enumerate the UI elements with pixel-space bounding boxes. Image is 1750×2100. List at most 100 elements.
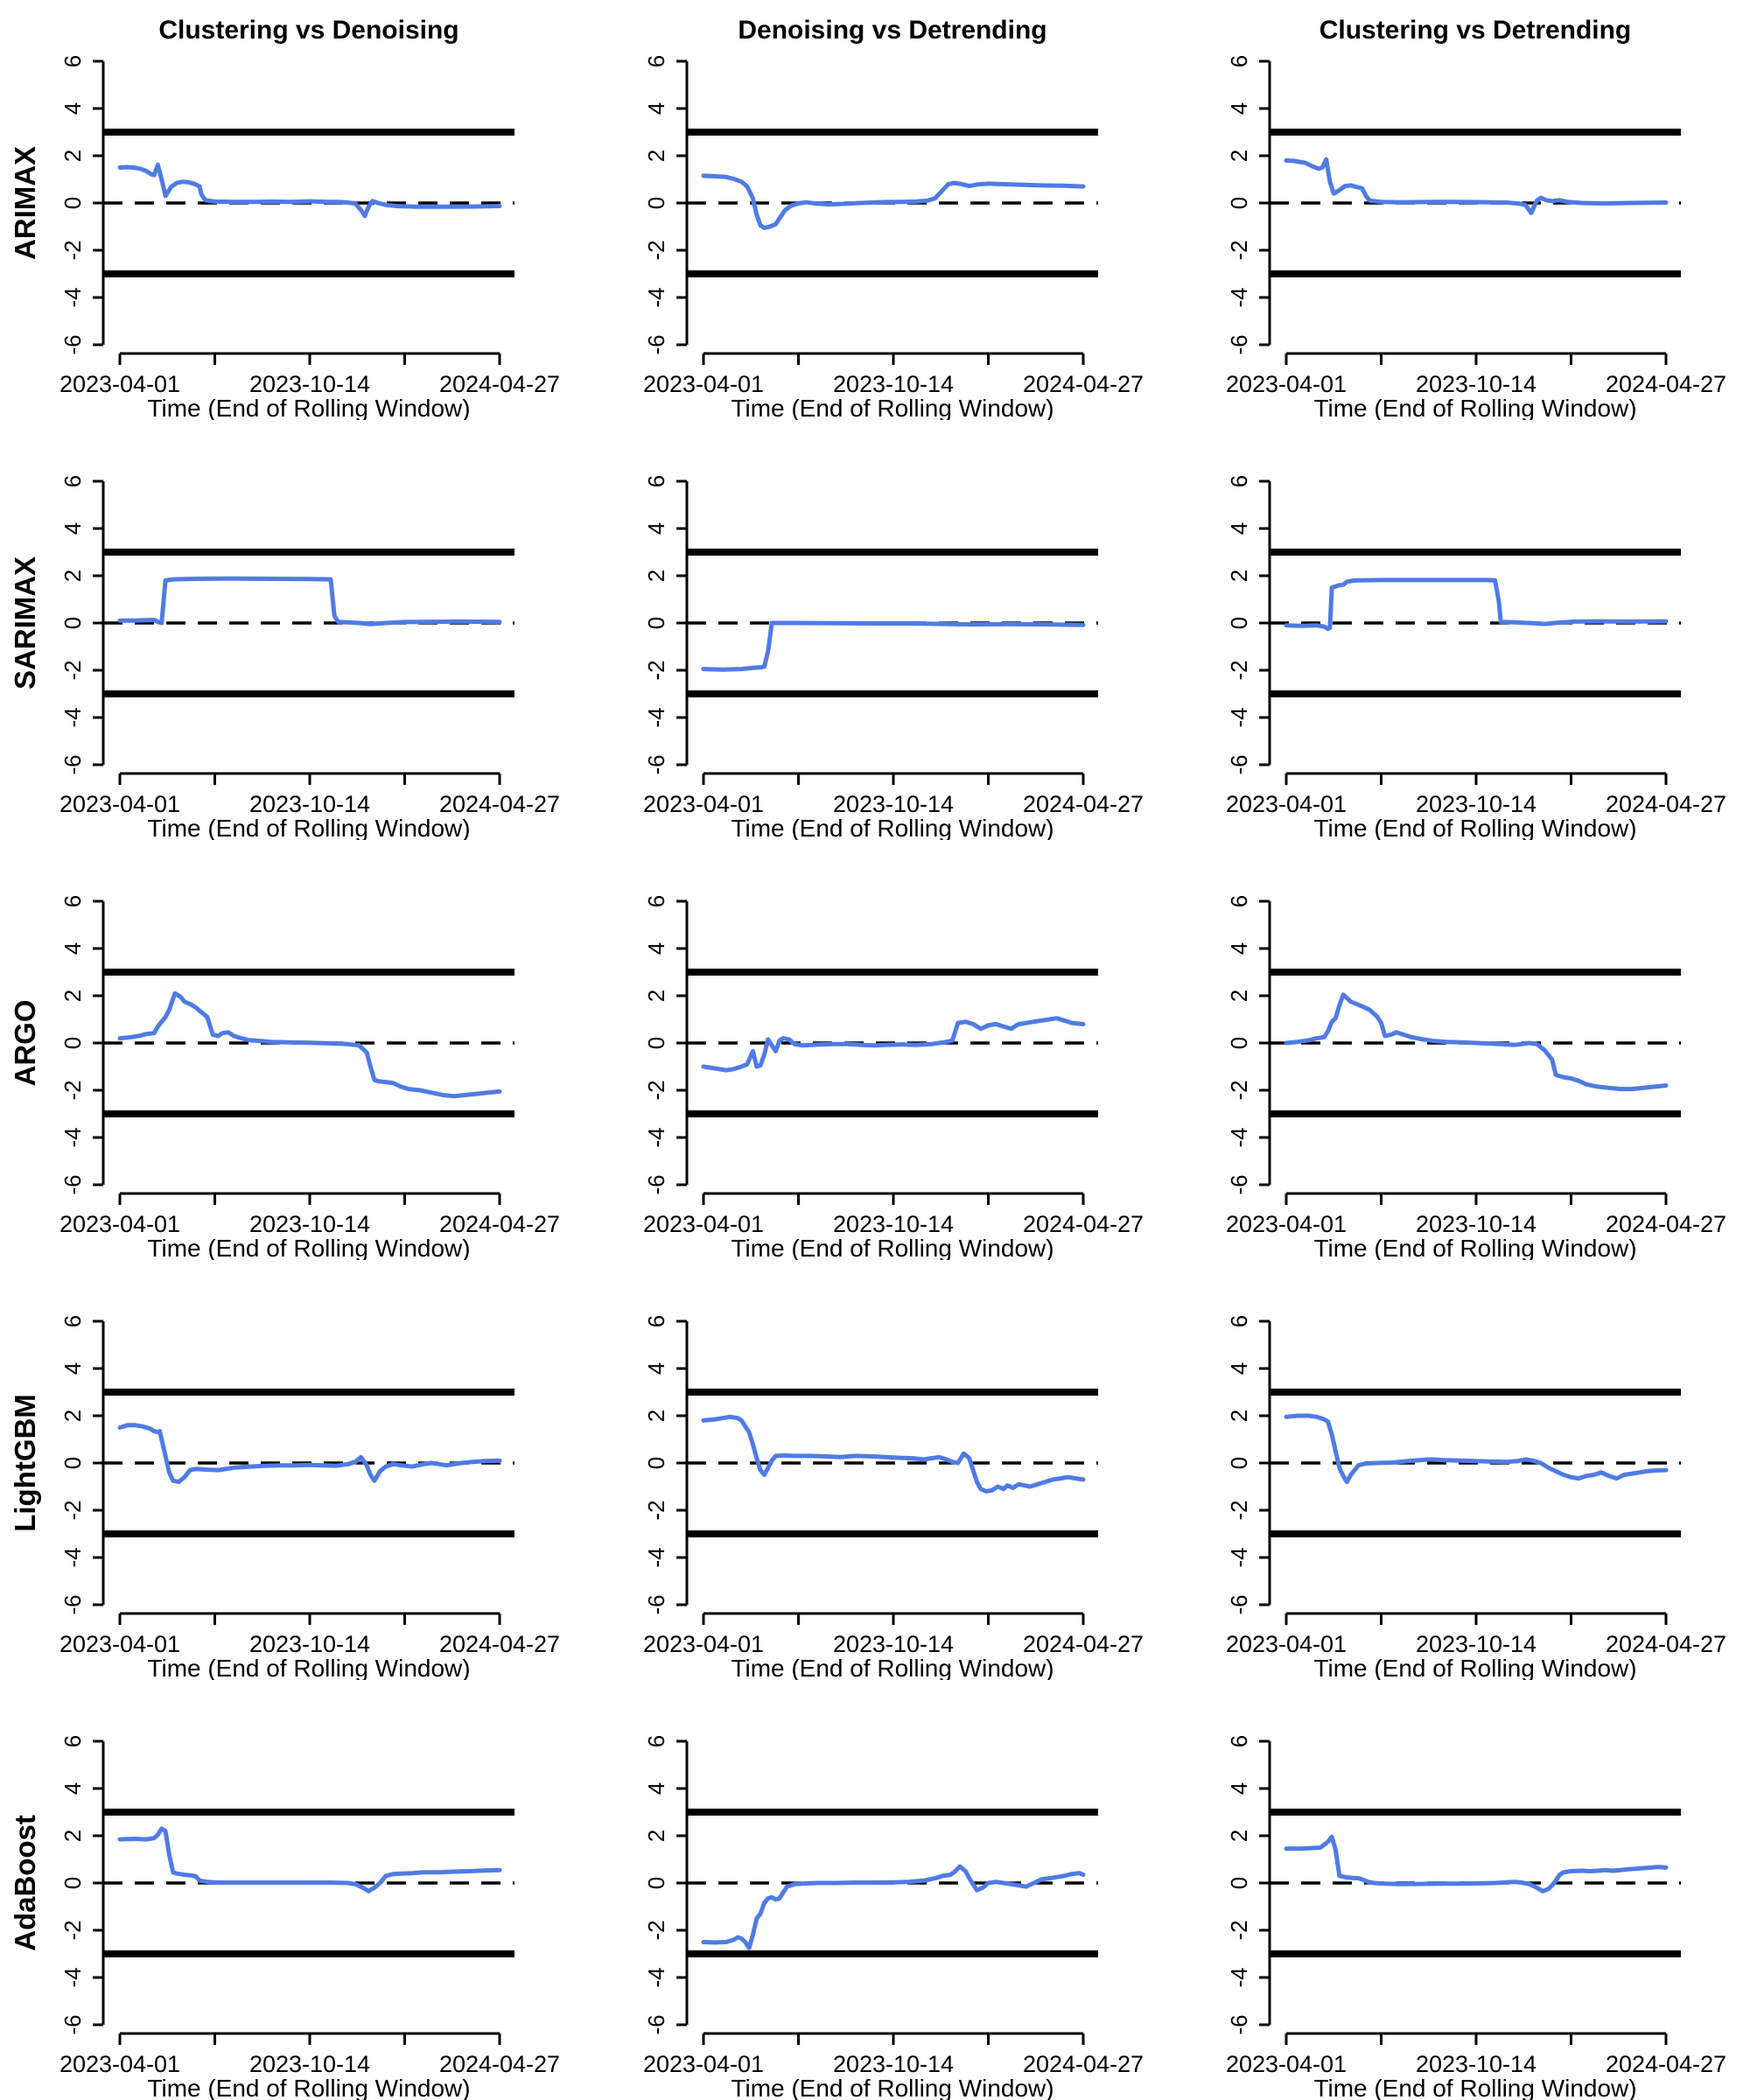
subplot-arimax-col1: 6 4 2 0 -2 -4 -6 2023-04-01 2023-10-14 2024-04-27…	[643, 16, 1144, 420]
subplot-sarimax-col1: 6 4 2 0 -2 -4 -6 2023-04-01 2023-10-14 2024-04-27…	[643, 475, 1144, 840]
dm-statistic-series-line	[1284, 992, 1669, 1092]
x-tick-label: 2023-10-14	[249, 791, 370, 817]
y-tick-label: -4	[60, 1967, 86, 1987]
y-tick-label: 4	[1226, 1362, 1252, 1375]
x-tick-label: 2023-04-01	[643, 1631, 764, 1657]
x-tick-label: 2023-10-14	[249, 1211, 370, 1237]
y-tick-label: 6	[60, 1735, 86, 1747]
subplot-sarimax-col0: 6 4 2 0 -2 -4 -6 2023-04-01 2023-10-14 2024-04-27…	[9, 475, 560, 840]
subplot-adaboost-col1: 6 4 2 0 -2 -4 -6 2023-04-01 2023-10-14 2024-04-27…	[643, 1735, 1144, 2100]
y-tick-label: 4	[60, 1782, 86, 1795]
y-tick-label: 0	[1226, 1457, 1252, 1469]
x-tick-label: 2024-04-27	[1606, 371, 1726, 397]
y-tick-label: 0	[1226, 1037, 1252, 1049]
x-tick-label: 2024-04-27	[1023, 1631, 1144, 1657]
y-tick-label: -4	[1226, 287, 1252, 307]
y-tick-label: 0	[60, 617, 86, 629]
dm-statistic-series-line	[701, 1016, 1086, 1073]
x-axis-title: Time (End of Rolling Window)	[1314, 2075, 1637, 2100]
y-tick-label: -6	[1226, 1594, 1252, 1614]
y-tick-label: -4	[60, 707, 86, 727]
x-tick-label: 2023-10-14	[249, 2051, 370, 2077]
y-tick-label: 2	[643, 1830, 669, 1842]
y-tick-label: 0	[1226, 197, 1252, 209]
y-tick-label: -2	[1226, 240, 1252, 260]
y-tick-label: 2	[1226, 1830, 1252, 1842]
y-tick-label: 4	[643, 522, 669, 535]
x-tick-label: 2023-10-14	[249, 1631, 370, 1657]
x-axis-title: Time (End of Rolling Window)	[147, 1235, 470, 1260]
x-tick-label: 2023-04-01	[60, 1211, 180, 1237]
row-model-label: ARIMAX	[9, 146, 41, 260]
y-tick-label: 4	[60, 522, 86, 535]
y-tick-label: 2	[1226, 570, 1252, 582]
y-tick-label: 2	[60, 1410, 86, 1422]
y-tick-label: -4	[1226, 1547, 1252, 1567]
y-tick-label: 0	[1226, 1877, 1252, 1889]
x-tick-label: 2024-04-27	[439, 2051, 560, 2077]
y-tick-label: -6	[60, 754, 86, 774]
x-tick-label: 2023-10-14	[1416, 791, 1536, 817]
x-axis-title: Time (End of Rolling Window)	[731, 1235, 1054, 1260]
y-tick-label: 2	[1226, 1410, 1252, 1422]
x-tick-label: 2023-10-14	[833, 1631, 954, 1657]
x-axis-title: Time (End of Rolling Window)	[147, 1655, 470, 1680]
dm-statistic-series-line	[1284, 578, 1669, 632]
y-tick-label: 2	[643, 1410, 669, 1422]
y-tick-label: 6	[643, 55, 669, 67]
y-tick-label: -2	[643, 1920, 669, 1940]
x-axis-title: Time (End of Rolling Window)	[731, 2075, 1054, 2100]
x-tick-label: 2023-10-14	[249, 371, 370, 397]
y-tick-label: 0	[60, 197, 86, 209]
y-tick-label: -2	[60, 1500, 86, 1520]
subplot-argo-col1: 6 4 2 0 -2 -4 -6 2023-04-01 2023-10-14 2024-04-27…	[643, 895, 1144, 1260]
subplot-lightgbm-col1: 6 4 2 0 -2 -4 -6 2023-04-01 2023-10-14 2024-04-27…	[643, 1315, 1144, 1680]
y-tick-label: -4	[60, 1127, 86, 1147]
x-tick-label: 2023-10-14	[833, 371, 954, 397]
x-tick-label: 2024-04-27	[1606, 791, 1726, 817]
y-tick-label: 4	[643, 102, 669, 115]
subplot-arimax-col2: 6 4 2 0 -2 -4 -6 2023-04-01 2023-10-14 2024-04-27…	[1226, 16, 1726, 420]
x-tick-label: 2024-04-27	[1023, 1211, 1144, 1237]
y-tick-label: -6	[1226, 2014, 1252, 2034]
y-tick-label: -2	[1226, 1080, 1252, 1100]
x-tick-label: 2023-04-01	[60, 371, 180, 397]
y-tick-label: 2	[1226, 150, 1252, 162]
y-tick-label: -2	[1226, 1920, 1252, 1940]
x-tick-label: 2024-04-27	[1606, 2051, 1726, 2077]
dm-statistic-series-line	[701, 620, 1086, 672]
y-tick-label: 6	[643, 475, 669, 487]
x-tick-label: 2023-04-01	[1226, 2051, 1347, 2077]
x-tick-label: 2024-04-27	[439, 1631, 560, 1657]
y-tick-label: -4	[60, 1547, 86, 1567]
dm-statistic-series-line	[1284, 157, 1669, 215]
row-model-label: SARIMAX	[9, 556, 41, 690]
x-tick-label: 2023-04-01	[643, 1211, 764, 1237]
x-tick-label: 2023-04-01	[643, 371, 764, 397]
x-tick-label: 2024-04-27	[1023, 791, 1144, 817]
y-tick-label: 4	[1226, 102, 1252, 115]
x-axis-title: Time (End of Rolling Window)	[731, 815, 1054, 840]
y-tick-label: 6	[1226, 895, 1252, 907]
y-tick-label: -2	[1226, 660, 1252, 680]
y-tick-label: 4	[643, 1782, 669, 1795]
x-tick-label: 2023-10-14	[1416, 1211, 1536, 1237]
y-tick-label: -6	[643, 2014, 669, 2034]
x-tick-label: 2024-04-27	[1606, 1631, 1726, 1657]
column-title: Clustering vs Denoising	[158, 16, 458, 45]
y-tick-label: -4	[60, 287, 86, 307]
y-tick-label: 6	[1226, 1735, 1252, 1747]
y-tick-label: -2	[60, 1920, 86, 1940]
dm-statistic-series-line	[701, 173, 1086, 230]
y-tick-label: 0	[1226, 617, 1252, 629]
y-tick-label: 0	[60, 1877, 86, 1889]
x-axis-title: Time (End of Rolling Window)	[1314, 395, 1637, 420]
subplot-argo-col2: 6 4 2 0 -2 -4 -6 2023-04-01 2023-10-14 2024-04-27…	[1226, 895, 1726, 1260]
y-tick-label: -2	[60, 1080, 86, 1100]
y-tick-label: -4	[643, 1967, 669, 1987]
y-tick-label: -6	[60, 334, 86, 354]
y-tick-label: -4	[643, 1127, 669, 1147]
y-tick-label: 2	[643, 150, 669, 162]
subplot-adaboost-col2: 6 4 2 0 -2 -4 -6 2023-04-01 2023-10-14 2024-04-27…	[1226, 1735, 1726, 2100]
